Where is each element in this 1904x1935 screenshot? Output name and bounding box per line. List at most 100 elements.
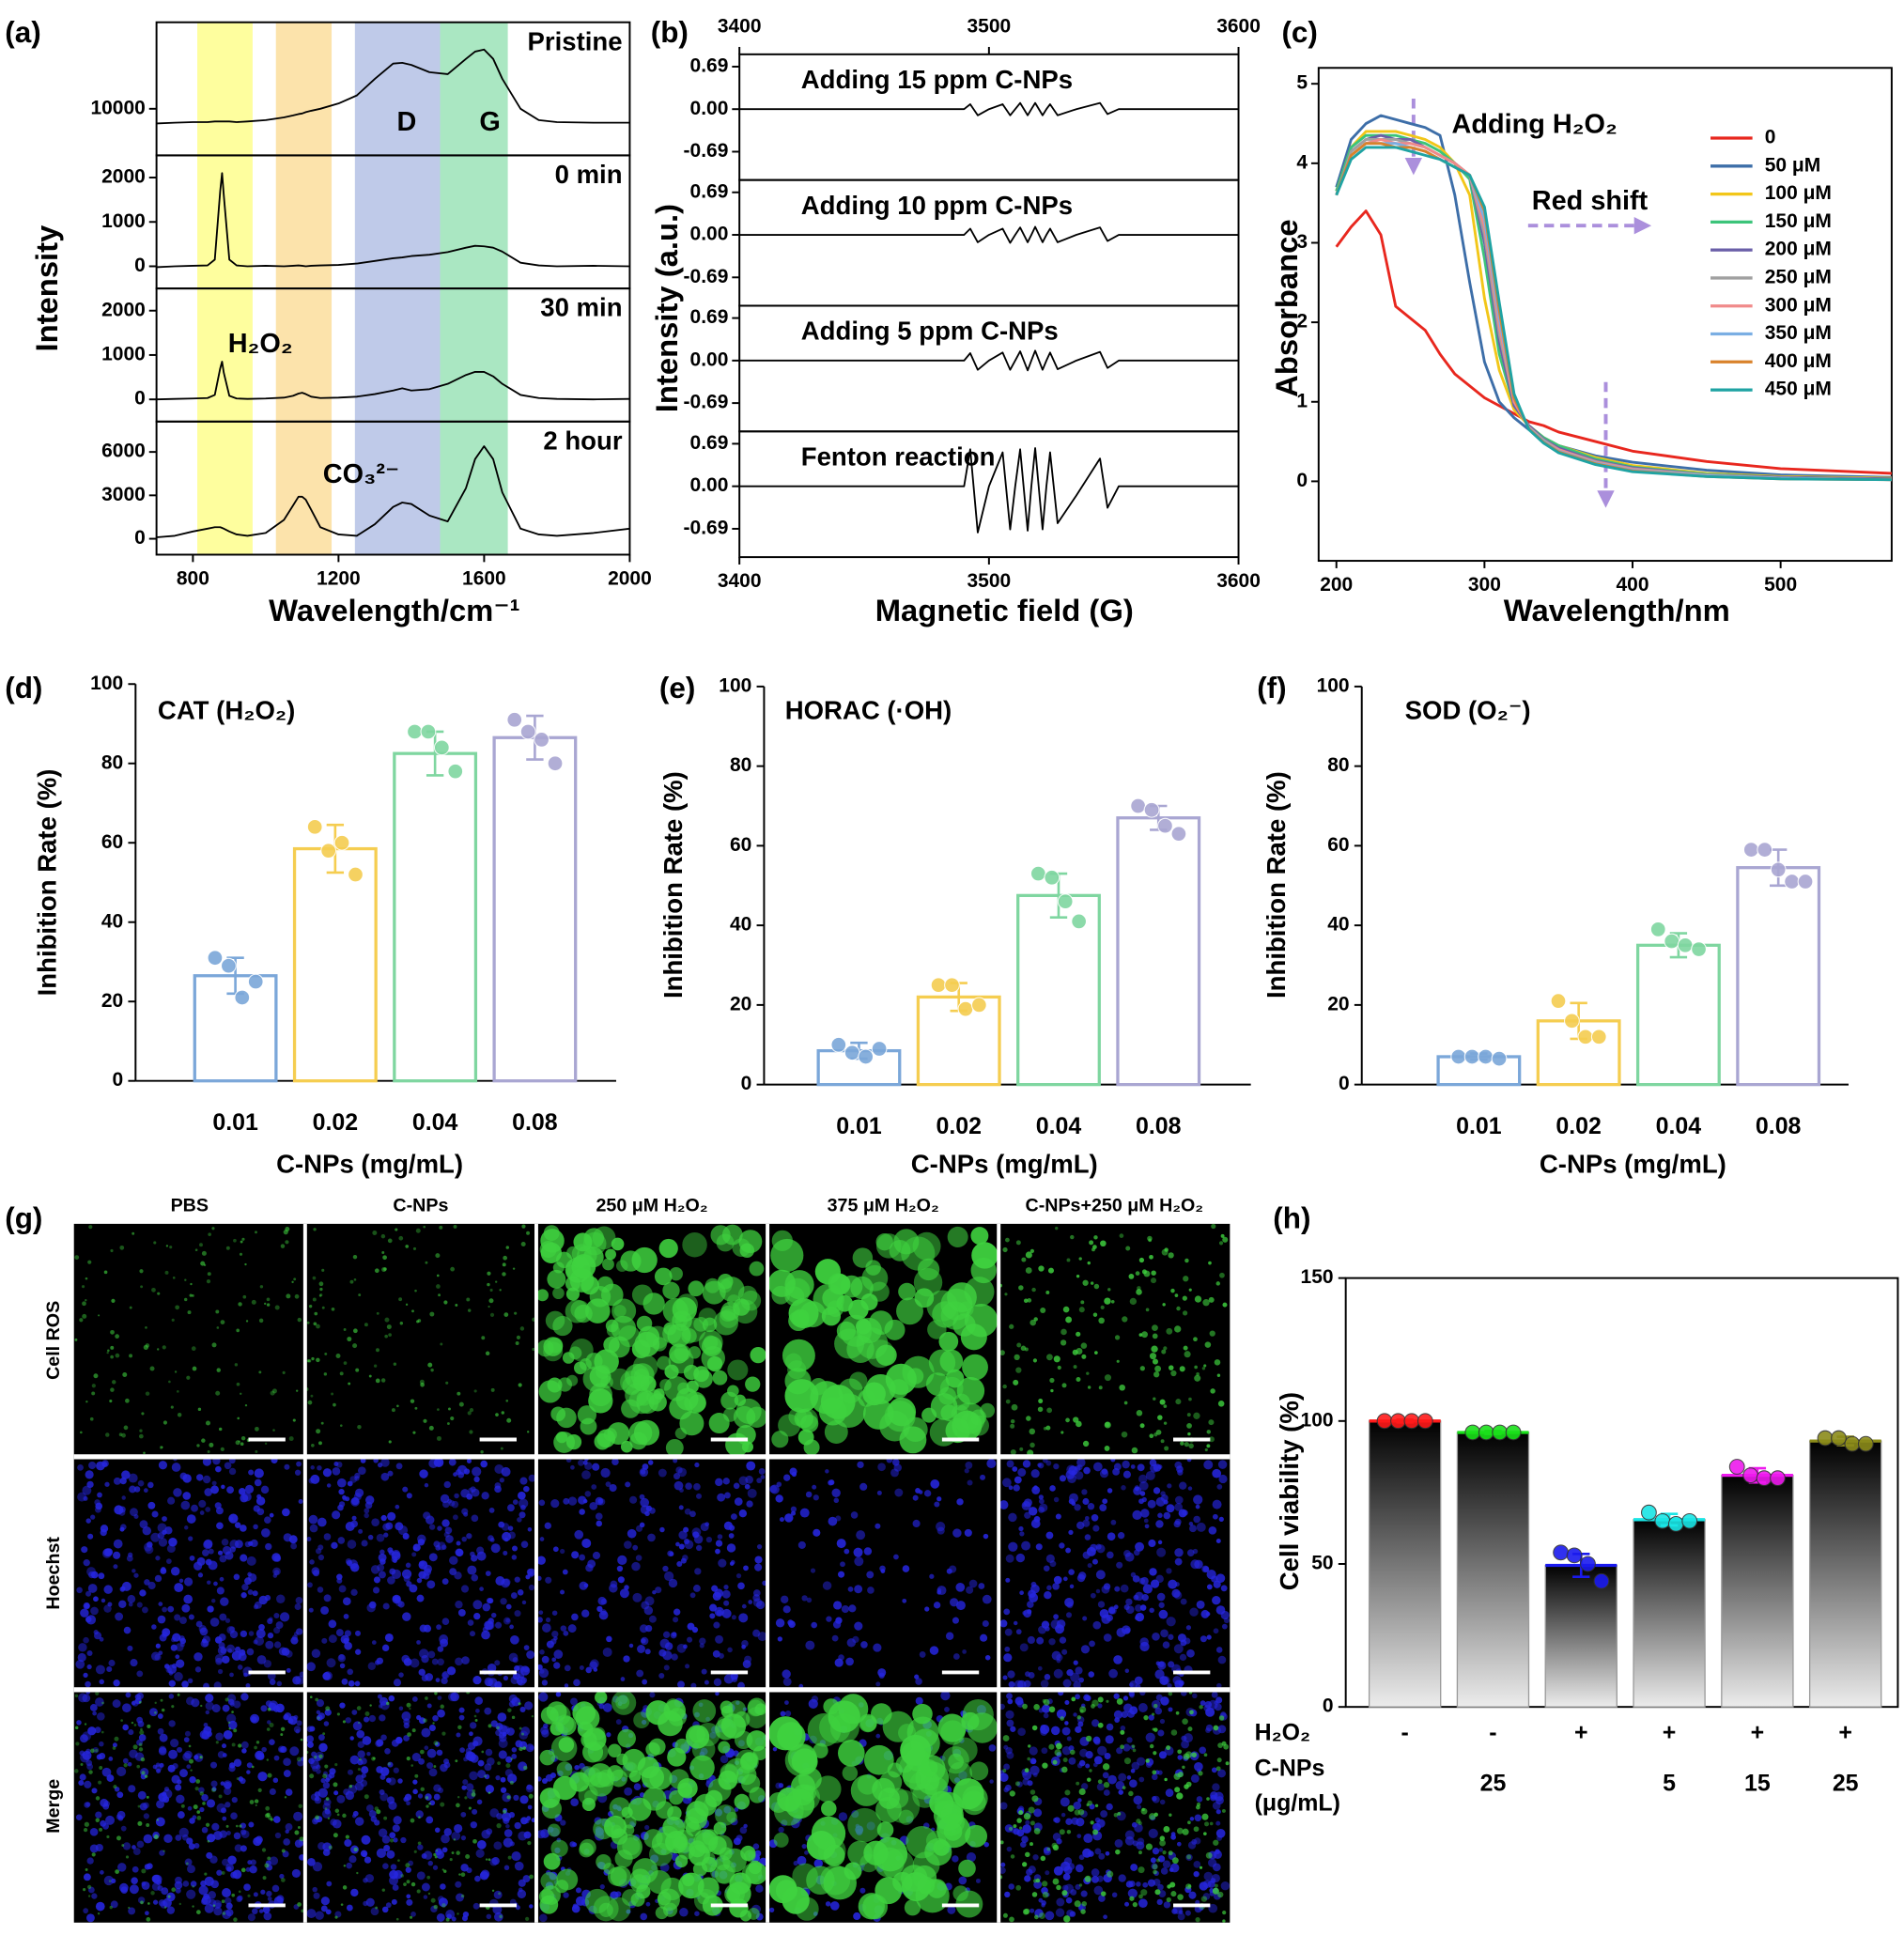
cell (1122, 1316, 1128, 1323)
cell (82, 1301, 86, 1307)
cell (1032, 1358, 1038, 1363)
cell (285, 1829, 289, 1834)
data-point (1566, 1547, 1583, 1564)
subplot-label: 0 min (555, 160, 623, 189)
cell (481, 1492, 489, 1500)
cell (292, 1418, 296, 1422)
cell (1152, 1770, 1157, 1775)
cell (403, 1735, 410, 1742)
cell (283, 1757, 291, 1767)
cell (1223, 1743, 1230, 1750)
cell (169, 1246, 173, 1249)
cell (455, 1304, 458, 1307)
micrograph-background (304, 1223, 536, 1457)
cell (1092, 1245, 1097, 1249)
cell (101, 1701, 104, 1705)
micrograph (535, 1456, 768, 1690)
cell (423, 1225, 426, 1229)
cell (485, 1679, 493, 1687)
data-point (1029, 865, 1046, 882)
cell (956, 1498, 964, 1506)
data-point (1464, 1424, 1481, 1441)
cell (550, 1498, 560, 1509)
cell (312, 1765, 318, 1772)
cell (486, 1913, 492, 1920)
cell (128, 1473, 138, 1483)
cell (496, 1726, 500, 1730)
condition-value: 25 (1480, 1770, 1507, 1796)
cell (1075, 1694, 1080, 1700)
y-tick-label: 1 (1296, 390, 1308, 411)
cell (550, 1772, 556, 1779)
cell (87, 1260, 92, 1264)
cell (1138, 1894, 1143, 1899)
cell (411, 1728, 416, 1733)
cell (1148, 1714, 1154, 1721)
cell (473, 1714, 477, 1718)
cell (1130, 1768, 1136, 1773)
cell (244, 1484, 255, 1494)
cell (639, 1624, 648, 1633)
cell (675, 1466, 683, 1474)
cell (583, 1727, 607, 1751)
cell (240, 1435, 246, 1441)
cell (474, 1696, 484, 1705)
cell (493, 1890, 503, 1899)
cell (728, 1533, 735, 1539)
cell (947, 1226, 968, 1247)
cell (221, 1484, 225, 1490)
panel-label: (f) (1257, 672, 1286, 704)
data-point (1157, 817, 1173, 834)
cell (667, 1550, 673, 1557)
cell (91, 1852, 96, 1857)
cell (831, 1634, 839, 1642)
cell (472, 1902, 480, 1910)
cell (1049, 1485, 1056, 1492)
cell (205, 1507, 211, 1512)
cell (340, 1903, 344, 1906)
cell (171, 1463, 181, 1472)
cell (323, 1594, 332, 1602)
cell (984, 1654, 991, 1661)
cell (1113, 1813, 1119, 1818)
bar (1016, 893, 1101, 1087)
cell (90, 1606, 99, 1616)
cell (110, 1248, 114, 1253)
cell (430, 1897, 436, 1903)
data-line (1335, 146, 1892, 482)
cell (1154, 1707, 1163, 1715)
cell (188, 1536, 193, 1541)
cell (1070, 1889, 1077, 1896)
cell (599, 1883, 605, 1890)
cell (735, 1749, 759, 1773)
cell (769, 1485, 778, 1494)
cell (122, 1724, 129, 1731)
cell (1127, 1888, 1138, 1898)
cell (197, 1572, 204, 1578)
cell (659, 1379, 672, 1391)
cell (484, 1707, 492, 1715)
cell (393, 1558, 397, 1563)
cell (286, 1293, 291, 1299)
cell (511, 1850, 521, 1862)
cell (555, 1692, 562, 1697)
cell (983, 1841, 989, 1848)
cell (772, 1746, 778, 1752)
cell (564, 1683, 569, 1688)
cell (128, 1907, 136, 1915)
cell (476, 1799, 483, 1805)
cell (1141, 1496, 1147, 1503)
cell (803, 1439, 820, 1456)
cell (1038, 1399, 1044, 1404)
y-tick-label: 3000 (101, 484, 146, 505)
cell (164, 1526, 173, 1535)
cell (161, 1708, 165, 1712)
cell (428, 1524, 436, 1530)
subplot-label: 2 hour (543, 426, 622, 455)
cell (138, 1742, 143, 1747)
cell (692, 1531, 700, 1539)
cell (850, 1511, 859, 1519)
cell (255, 1231, 257, 1234)
cell (1069, 1584, 1075, 1589)
cell (141, 1868, 147, 1874)
